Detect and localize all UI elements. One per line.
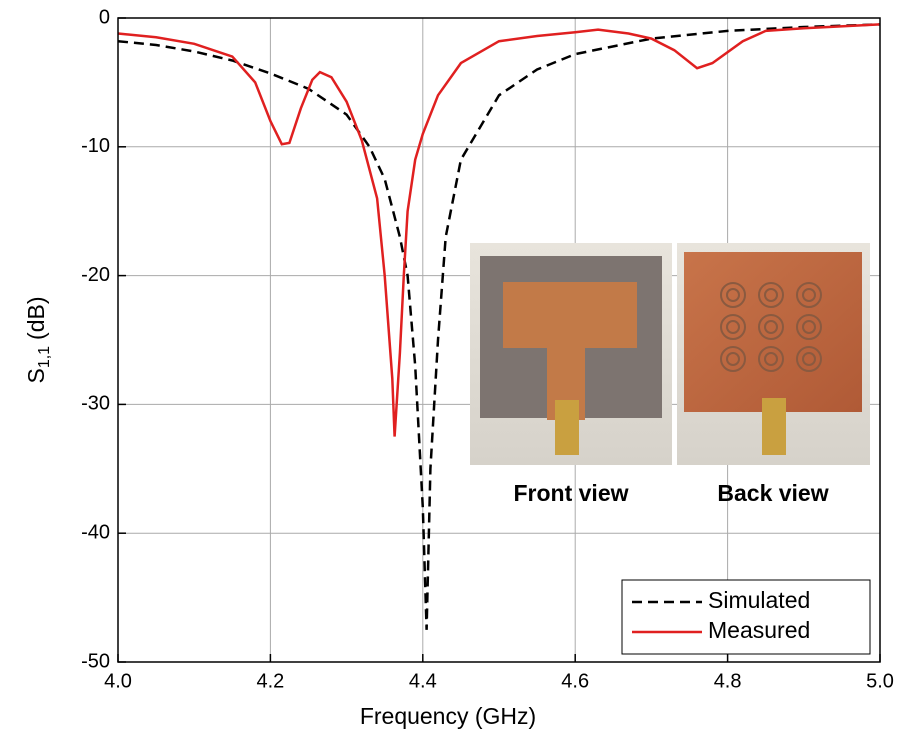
y-tick-label: -30 <box>81 393 110 415</box>
y-axis-label: S1,1 (dB) <box>23 296 53 383</box>
legend-label: Simulated <box>708 587 810 613</box>
x-tick-label: 4.2 <box>256 670 284 692</box>
y-tick-label: -40 <box>81 521 110 543</box>
x-tick-label: 4.4 <box>409 670 437 692</box>
plot-frame <box>117 17 881 663</box>
annotation: Back view <box>717 480 828 506</box>
y-label-sub: 1,1 <box>36 346 53 368</box>
rings <box>720 282 822 372</box>
patch <box>503 282 637 348</box>
y-label-unit: (dB) <box>23 296 49 339</box>
y-tick-label: -10 <box>81 135 110 157</box>
x-tick-label: 4.6 <box>561 670 589 692</box>
y-tick-label: -50 <box>81 650 110 672</box>
y-tick-label: -20 <box>81 264 110 286</box>
inset-photos: Front view Back view <box>470 243 870 506</box>
x-tick-label: 4.0 <box>104 670 132 692</box>
x-axis-label: Frequency (GHz) <box>360 703 536 729</box>
y-tick-label: 0 <box>99 6 110 28</box>
annotation: Front view <box>513 480 628 506</box>
legend-label: Measured <box>708 617 810 643</box>
legend-box <box>621 579 871 655</box>
connector <box>555 400 579 455</box>
x-tick-label: 4.8 <box>714 670 742 692</box>
connector <box>762 398 786 455</box>
series-line <box>117 23 881 437</box>
x-tick-label: 5.0 <box>866 670 894 692</box>
y-label-main: S <box>23 368 49 383</box>
